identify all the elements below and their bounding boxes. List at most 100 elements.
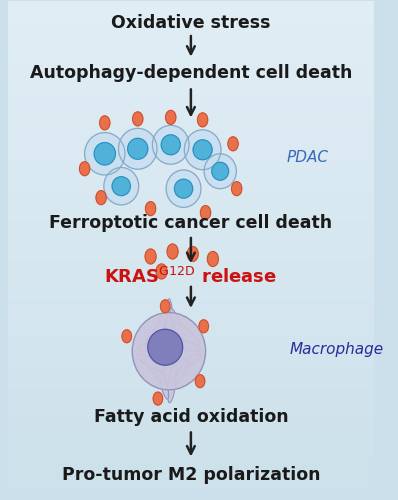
Bar [8, 278, 374, 280]
Bar [8, 174, 374, 175]
Bar [8, 226, 374, 228]
Bar [8, 438, 374, 440]
Text: Oxidative stress: Oxidative stress [111, 14, 271, 32]
Bar [8, 108, 374, 110]
Bar [8, 470, 374, 471]
Bar [8, 348, 374, 350]
Bar [8, 217, 374, 218]
Bar [8, 292, 374, 293]
Bar [8, 104, 374, 106]
Circle shape [187, 246, 198, 262]
Bar [8, 382, 374, 383]
Bar [8, 120, 374, 122]
Bar [8, 433, 374, 434]
Bar [8, 264, 374, 265]
Bar [8, 484, 374, 486]
Bar [8, 461, 374, 462]
Bar [8, 384, 374, 386]
Bar [8, 346, 374, 348]
Bar [8, 308, 374, 310]
Bar [8, 401, 374, 403]
Bar [8, 441, 374, 443]
Bar [8, 97, 374, 99]
Circle shape [228, 137, 238, 151]
Bar [8, 80, 374, 82]
Bar [8, 280, 374, 281]
Circle shape [100, 116, 110, 130]
Bar [8, 353, 374, 354]
Bar [8, 286, 374, 288]
Circle shape [133, 112, 143, 126]
Bar [8, 122, 374, 124]
Bar [8, 275, 374, 276]
Bar [8, 458, 374, 460]
Bar [8, 124, 374, 126]
Bar [8, 204, 374, 205]
Bar [8, 100, 374, 102]
Bar [8, 396, 374, 398]
Bar [8, 18, 374, 19]
Circle shape [145, 249, 156, 264]
Bar [8, 14, 374, 16]
Circle shape [156, 264, 167, 279]
Bar [8, 9, 374, 11]
Bar [8, 184, 374, 185]
Bar [8, 38, 374, 39]
Bar [8, 79, 374, 80]
Bar [8, 138, 374, 140]
Bar [8, 208, 374, 210]
Bar [8, 476, 374, 478]
Bar [8, 236, 374, 238]
Bar [8, 26, 374, 28]
Bar [8, 187, 374, 188]
Bar [8, 106, 374, 107]
Bar [8, 274, 374, 275]
Text: Pro-tumor M2 polarization: Pro-tumor M2 polarization [62, 466, 320, 484]
Bar [8, 358, 374, 360]
Bar [8, 214, 374, 215]
Bar [8, 144, 374, 146]
Bar [8, 404, 374, 406]
Text: Fatty acid oxidation: Fatty acid oxidation [94, 408, 288, 426]
Ellipse shape [137, 354, 166, 371]
Circle shape [201, 206, 211, 220]
Bar [8, 89, 374, 90]
Bar [8, 462, 374, 464]
Bar [8, 178, 374, 180]
Ellipse shape [184, 130, 221, 170]
Bar [8, 488, 374, 490]
Ellipse shape [174, 179, 193, 198]
Bar [8, 424, 374, 426]
Ellipse shape [137, 340, 166, 351]
Ellipse shape [128, 138, 148, 160]
Bar [8, 86, 374, 87]
Bar [8, 262, 374, 264]
Bar [8, 498, 374, 500]
Circle shape [195, 374, 205, 388]
Bar [8, 421, 374, 423]
Bar [8, 197, 374, 198]
Bar [8, 360, 374, 362]
Bar [8, 418, 374, 420]
Bar [8, 175, 374, 177]
Bar [8, 332, 374, 333]
Bar [8, 4, 374, 6]
Bar [8, 167, 374, 168]
Bar [8, 446, 374, 448]
Bar [8, 436, 374, 438]
Bar [8, 118, 374, 120]
Bar [8, 283, 374, 285]
Bar [8, 335, 374, 336]
Circle shape [80, 162, 90, 175]
Bar [8, 408, 374, 410]
Bar [8, 285, 374, 286]
Bar [8, 114, 374, 116]
Bar [8, 157, 374, 158]
Text: KRAS$^{\mathsf{G12D}}$ release: KRAS$^{\mathsf{G12D}}$ release [104, 268, 277, 287]
Text: Autophagy-dependent cell death: Autophagy-dependent cell death [30, 64, 352, 82]
Bar [8, 12, 374, 14]
Bar [8, 282, 374, 283]
Bar [8, 130, 374, 132]
Bar [8, 66, 374, 67]
Bar [8, 22, 374, 24]
